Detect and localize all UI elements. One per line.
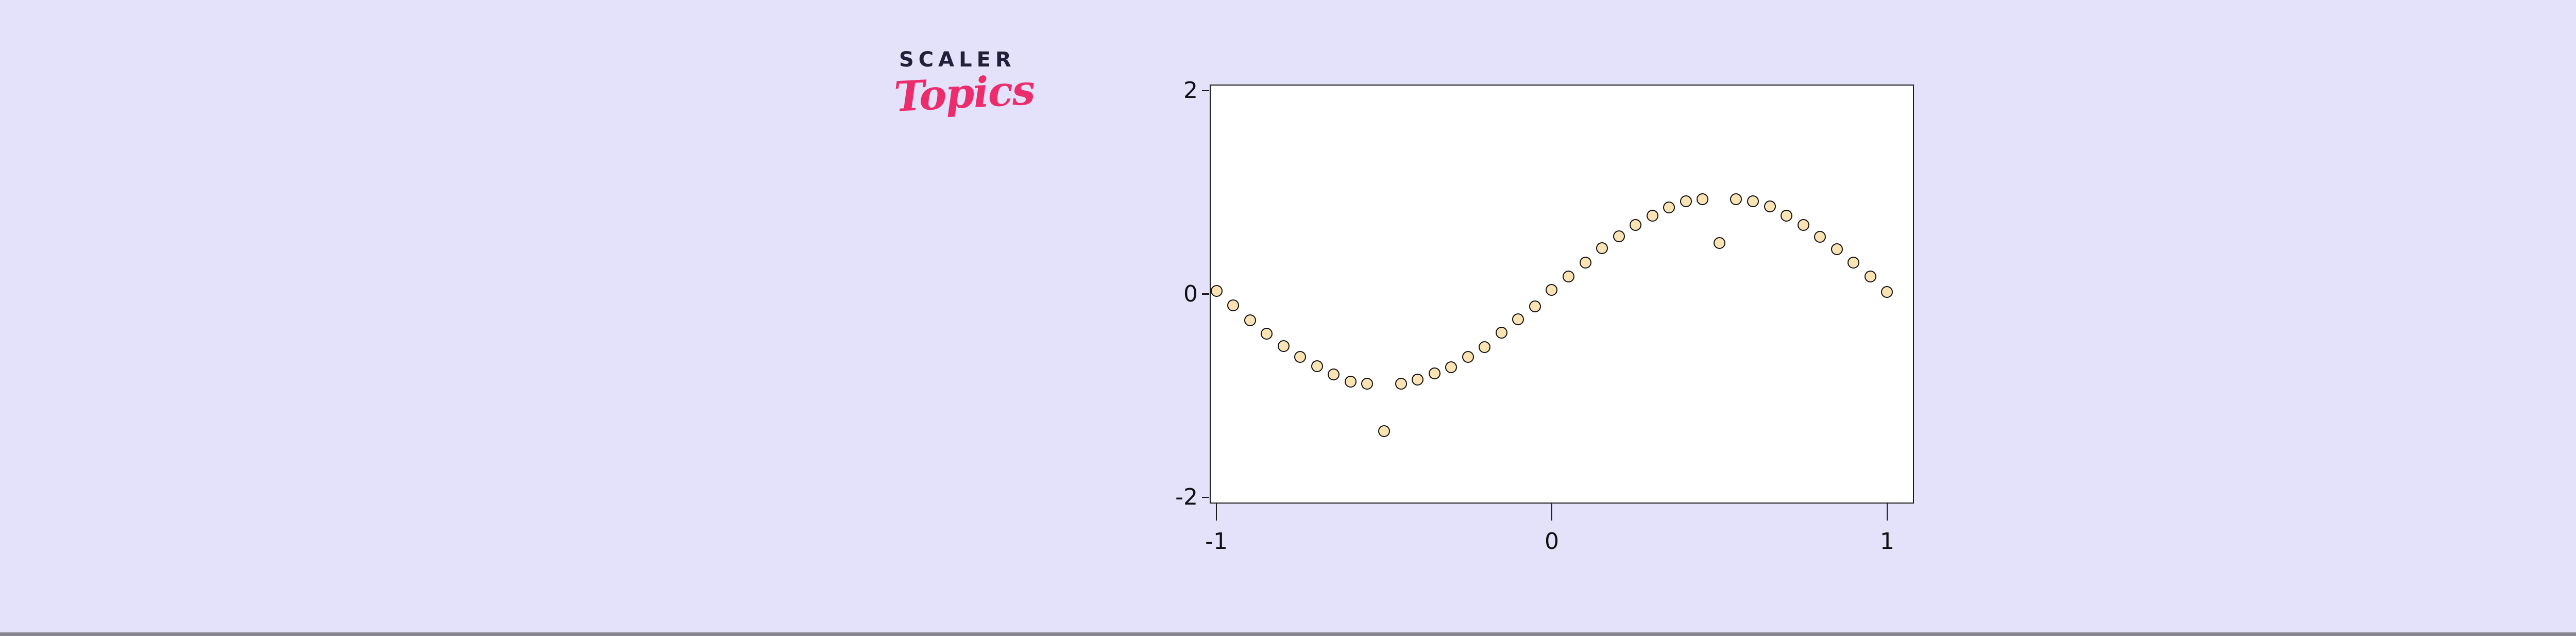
data-point: [1797, 219, 1809, 231]
data-point: [1613, 230, 1625, 242]
data-point: [1848, 256, 1860, 269]
data-point: [1210, 285, 1223, 297]
data-point: [1479, 341, 1491, 353]
data-point: [1579, 256, 1591, 269]
data-point: [1361, 377, 1374, 390]
data-point: [1864, 271, 1876, 283]
data-point: [1881, 286, 1893, 298]
data-point: [1764, 200, 1776, 213]
data-point: [1563, 271, 1575, 283]
data-point: [1261, 327, 1273, 340]
data-point: [1277, 340, 1290, 352]
data-point: [1512, 313, 1524, 326]
data-point: [1412, 373, 1424, 386]
data-point: [1663, 202, 1675, 214]
x-tick-label: 0: [1544, 528, 1559, 555]
data-point: [1244, 314, 1256, 327]
scatter-plot: -1 0 1 2 0 -2: [1175, 78, 1914, 554]
data-point: [1730, 193, 1742, 206]
y-tick-label: -2: [1175, 484, 1198, 511]
data-point: [1680, 195, 1692, 208]
y-tick: [1202, 293, 1209, 295]
y-tick-label: 0: [1183, 280, 1198, 307]
data-point: [1445, 361, 1458, 374]
data-point: [1395, 377, 1407, 390]
data-point: [1596, 242, 1608, 255]
x-tick: [1886, 504, 1888, 521]
y-tick: [1202, 90, 1209, 92]
x-tick-label: -1: [1205, 528, 1228, 555]
data-point: [1428, 367, 1440, 379]
data-point: [1462, 351, 1474, 363]
data-point: [1781, 210, 1793, 222]
data-point: [1378, 425, 1390, 438]
data-point: [1227, 299, 1240, 311]
data-point: [1328, 368, 1340, 380]
data-point: [1697, 193, 1709, 206]
data-point: [1713, 237, 1725, 249]
data-point: [1311, 360, 1323, 373]
x-tick: [1215, 504, 1217, 521]
scaler-topics-logo: SCALER Topics: [893, 49, 1047, 123]
data-point: [1646, 210, 1658, 222]
data-point: [1344, 375, 1357, 388]
data-point: [1546, 284, 1558, 296]
data-point: [1529, 300, 1541, 312]
x-tick: [1551, 504, 1553, 521]
data-point: [1747, 195, 1759, 208]
logo-subbrand-text: Topics: [893, 65, 1036, 121]
data-point: [1831, 243, 1843, 256]
y-tick-label: 2: [1183, 77, 1198, 104]
y-tick: [1202, 496, 1209, 498]
data-point: [1294, 351, 1307, 363]
x-tick-label: 1: [1879, 528, 1894, 555]
data-point: [1495, 326, 1507, 339]
data-point: [1630, 219, 1642, 231]
logo-brand-text: SCALER: [899, 48, 1016, 72]
data-point: [1814, 231, 1826, 243]
bottom-border-strip: [0, 632, 2576, 636]
plot-area: [1210, 85, 1914, 504]
